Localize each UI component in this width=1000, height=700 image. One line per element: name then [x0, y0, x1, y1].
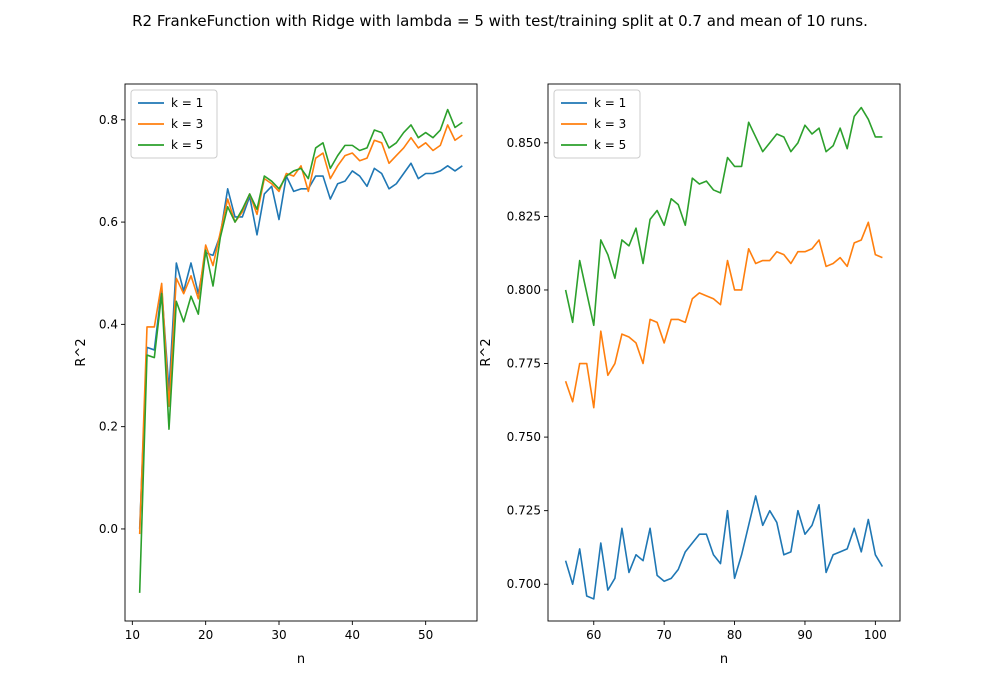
figure-suptitle: R2 FrankeFunction with Ridge with lambda…: [132, 12, 868, 30]
right-y-tick-label: 0.775: [507, 357, 541, 371]
right-y-tick-label: 0.800: [507, 283, 541, 297]
right-series-line-k3: [564, 221, 883, 409]
left-legend-label: k = 5: [171, 138, 203, 152]
right-x-axis-label: n: [720, 652, 728, 667]
left-y-tick-label: 0.0: [99, 522, 118, 536]
left-y-axis-label: R^2: [74, 338, 89, 366]
right-y-tick-label: 0.725: [507, 504, 541, 518]
right-x-tick-label: 90: [797, 628, 812, 642]
right-legend-label: k = 5: [594, 138, 626, 152]
right-x-tick-label: 70: [657, 628, 672, 642]
right-subplot: 60 70 80 90 100 0.700 0.725 0.750 0.775 0.800 0.82…: [479, 83, 901, 667]
left-subplot: 10 20 30 40 500.00.20.40.60.8nR^2k = 1k = 3k…: [74, 83, 478, 667]
right-x-tick-label: 80: [727, 628, 742, 642]
right-y-tick-label: 0.700: [507, 577, 541, 591]
right-legend-box: [553, 89, 641, 159]
left-x-tick-label: 20: [198, 628, 213, 642]
left-legend-box: [130, 89, 218, 159]
left-x-tick-label: 50: [418, 628, 433, 642]
right-legend: k = 1 k = 3 k = 5: [553, 89, 641, 159]
right-x-tick-label: 60: [586, 628, 601, 642]
left-plot-frame: [124, 83, 478, 622]
right-series-line-k5: [564, 106, 883, 327]
right-y-tick-label: 0.750: [507, 430, 541, 444]
right-y-axis-label: R^2: [479, 338, 494, 366]
left-series-line-k1: [138, 162, 463, 529]
left-y-tick-label: 0.2: [99, 420, 118, 434]
left-y-tick-label: 0.4: [99, 317, 118, 331]
left-series-line-k3: [138, 124, 463, 535]
left-legend-label: k = 1: [171, 96, 203, 110]
right-y-tick-label: 0.825: [507, 209, 541, 223]
left-legend-label: k = 3: [171, 117, 203, 131]
left-x-tick-label: 30: [271, 628, 286, 642]
left-y-tick-label: 0.6: [99, 215, 118, 229]
left-x-tick-label: 40: [345, 628, 360, 642]
left-legend: k = 1 k = 3 k = 5: [130, 89, 218, 159]
right-y-tick-label: 0.850: [507, 136, 541, 150]
left-x-tick-label: 10: [125, 628, 140, 642]
right-legend-label: k = 3: [594, 117, 626, 131]
left-x-axis-label: n: [297, 652, 305, 667]
right-series-line-k1: [564, 495, 884, 600]
right-plot-frame: [547, 83, 901, 622]
right-x-tick-label: 100: [864, 628, 887, 642]
left-series-line-k5: [138, 108, 463, 593]
left-y-tick-label: 0.8: [99, 113, 118, 127]
right-legend-label: k = 1: [594, 96, 626, 110]
